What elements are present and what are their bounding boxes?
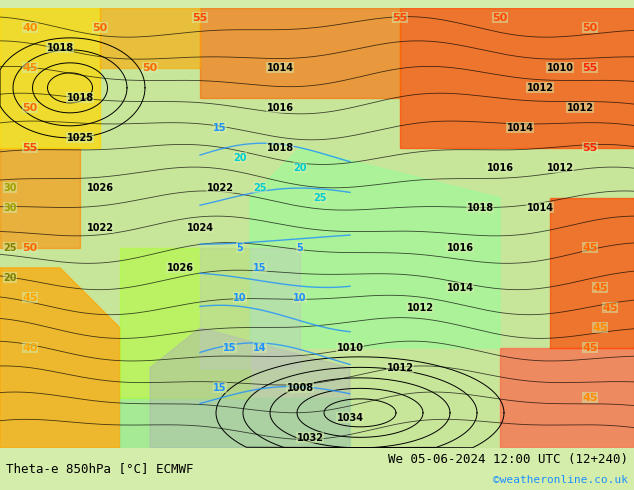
Text: 50: 50 [22,243,37,253]
Text: 15: 15 [253,263,267,273]
Text: 5: 5 [297,243,304,253]
Text: 50: 50 [93,23,108,33]
Text: 1016: 1016 [446,243,474,253]
Polygon shape [0,148,80,248]
Text: 25: 25 [313,193,327,203]
Polygon shape [150,328,350,448]
Text: 1016: 1016 [266,103,294,113]
Text: 1012: 1012 [387,363,413,373]
Polygon shape [120,248,250,398]
Text: 45: 45 [602,303,618,313]
Text: 40: 40 [22,343,38,353]
Text: 1024: 1024 [186,223,214,233]
Polygon shape [0,268,120,448]
Text: 55: 55 [22,143,37,153]
Polygon shape [0,8,100,148]
Text: 1014: 1014 [446,283,474,293]
Text: 14: 14 [253,343,267,353]
Text: 25: 25 [253,183,267,193]
Text: 5: 5 [236,243,243,253]
Text: 1016: 1016 [486,163,514,173]
Text: 1014: 1014 [507,123,533,133]
Text: 50: 50 [583,23,598,33]
Text: 1014: 1014 [266,63,294,73]
Polygon shape [200,248,300,368]
Text: 1025: 1025 [67,133,93,143]
Text: 45: 45 [592,323,608,333]
Text: 45: 45 [592,283,608,293]
Text: 1018: 1018 [467,203,493,213]
Polygon shape [200,8,400,98]
Text: 1008: 1008 [287,383,314,393]
Polygon shape [500,348,634,448]
Text: 1032: 1032 [297,433,323,443]
Text: 1014: 1014 [526,203,553,213]
Text: 20: 20 [3,273,16,283]
Text: 1012: 1012 [526,83,553,93]
Text: 45: 45 [22,293,38,303]
Text: 1010: 1010 [337,343,363,353]
Text: 55: 55 [583,63,598,73]
Text: 1034: 1034 [337,413,363,423]
Text: 40: 40 [22,23,38,33]
Text: 1012: 1012 [406,303,434,313]
Text: 30: 30 [3,203,16,213]
Text: 50: 50 [22,103,37,113]
Text: 1018: 1018 [46,43,74,53]
Text: 55: 55 [583,143,598,153]
Text: 45: 45 [582,243,598,253]
Polygon shape [550,198,634,348]
Text: 10: 10 [233,293,247,303]
Text: 15: 15 [223,343,236,353]
Text: 1018: 1018 [266,143,294,153]
Text: 1018: 1018 [67,93,94,103]
Text: 55: 55 [392,13,408,23]
Text: 50: 50 [493,13,508,23]
Polygon shape [120,398,350,448]
Text: 1022: 1022 [207,183,233,193]
Text: 1010: 1010 [547,63,574,73]
Polygon shape [250,148,500,348]
Text: 30: 30 [3,183,16,193]
Text: 15: 15 [213,123,227,133]
Text: 45: 45 [22,63,38,73]
Text: 45: 45 [582,393,598,403]
Text: 15: 15 [213,383,227,393]
Text: ©weatheronline.co.uk: ©weatheronline.co.uk [493,475,628,485]
Text: 45: 45 [582,343,598,353]
Text: We 05-06-2024 12:00 UTC (12+240): We 05-06-2024 12:00 UTC (12+240) [387,452,628,466]
Text: Theta-e 850hPa [°C] ECMWF: Theta-e 850hPa [°C] ECMWF [6,462,194,475]
Text: 50: 50 [143,63,158,73]
Polygon shape [400,8,634,148]
Text: 55: 55 [192,13,207,23]
Polygon shape [100,8,200,68]
Text: 20: 20 [294,163,307,173]
Text: 1026: 1026 [167,263,193,273]
Text: 1012: 1012 [567,103,593,113]
Text: 25: 25 [3,243,16,253]
Text: 20: 20 [233,153,247,163]
Text: 1012: 1012 [547,163,574,173]
Text: 1026: 1026 [86,183,113,193]
Text: 10: 10 [294,293,307,303]
Text: 1022: 1022 [86,223,113,233]
